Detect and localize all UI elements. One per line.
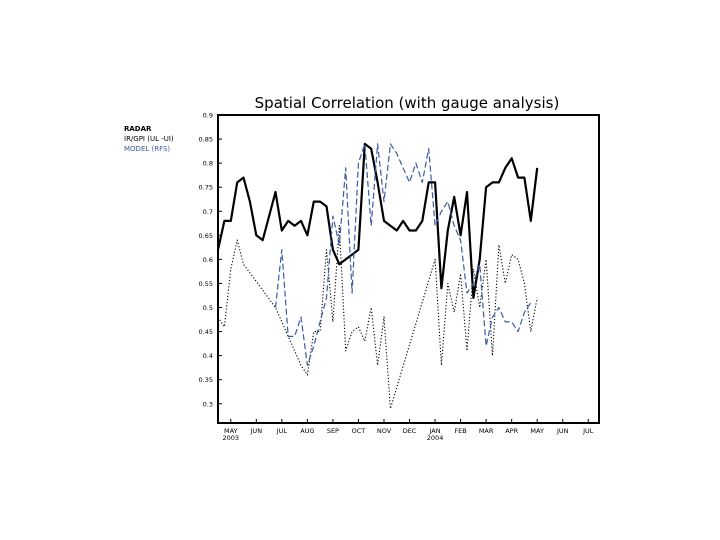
x-tick-label: MAR [479,427,494,435]
y-tick-label: 0.45 [199,328,213,336]
y-tick-label: 0.4 [203,352,213,360]
x-tick-label: MAY [530,427,544,435]
series-line-1 [217,225,538,410]
x-tick-label: FEB [454,427,466,435]
x-tick-label: JAN [428,427,440,435]
y-tick-label: 0.8 [203,160,213,168]
legend-label-radar: RADAR [124,125,152,133]
series-line-2 [274,143,532,366]
legend: RADAR IR/GPI (UL -UI) MODEL (RFS) [124,125,174,153]
x-tick-label: AUG [300,427,314,435]
x-tick-label: JUN [556,427,569,435]
legend-label-irgpi: IR/GPI (UL -UI) [124,135,174,143]
x-tick-label: MAY [224,427,238,435]
y-tick-label: 0.9 [203,112,213,120]
x-tick-year: 2004 [427,434,444,442]
y-tick-label: 0.75 [199,184,213,192]
plot-frame [217,114,600,424]
x-tick-label: SEP [327,427,339,435]
y-tick-label: 0.7 [203,208,213,216]
y-tick-label: 0.3 [203,400,213,408]
series-layer [216,142,539,410]
legend-label-model: MODEL (RFS) [124,145,170,153]
x-tick-label: JUL [582,427,594,435]
x-tick-label: OCT [352,427,366,435]
series-line-0 [216,142,539,299]
y-tick-label: 0.85 [199,136,213,144]
y-tick-label: 0.55 [199,280,213,288]
y-tick-label: 0.6 [203,256,213,264]
x-tick-label: APR [505,427,518,435]
x-tick-label: JUL [276,427,288,435]
y-tick-label: 0.5 [203,304,213,312]
y-axis: 0.3 0.35 0.4 0.45 0.5 0.55 0.6 0.65 0.7 0.75 0.8 0.… [199,112,222,408]
chart-title: Spatial Correlation (with gauge analysis… [255,94,560,112]
y-tick-label: 0.35 [199,376,213,384]
x-tick-label: NOV [377,427,392,435]
y-tick-label: 0.65 [199,232,213,240]
x-tick-label: JUN [250,427,263,435]
x-tick-label: DEC [403,427,417,435]
x-tick-year: 2003 [222,434,239,442]
